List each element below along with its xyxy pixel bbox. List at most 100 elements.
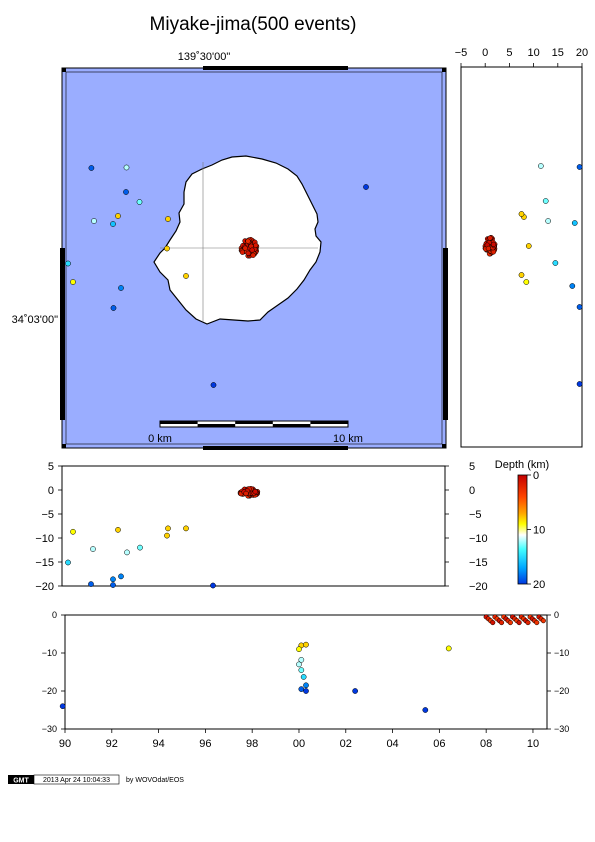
- time-event-point: [445, 645, 452, 652]
- ew-cluster-point: [487, 235, 493, 241]
- map-event-point: [91, 218, 97, 224]
- ns-y-ticks: 5 5 0 0 −5 −5 −10 −10 −15 −15 −20 −20: [35, 461, 487, 593]
- ew-tick-label: 10: [527, 47, 539, 59]
- time-event-point: [303, 688, 309, 694]
- map-event-point: [115, 213, 121, 219]
- ew-tick-label: −5: [455, 47, 468, 59]
- time-tick-label: 06: [433, 738, 445, 750]
- time-ytick-label-left: 0: [52, 610, 57, 620]
- map-points: [65, 164, 369, 388]
- time-tick-label: 02: [340, 738, 352, 750]
- map-event-point: [110, 305, 117, 311]
- time-ticks: 90 92 94 96 98 00 02 04 06 08 100 0−10 −10−20 −20−30−…: [42, 610, 570, 750]
- ew-points: [482, 163, 583, 387]
- time-points: [59, 614, 546, 713]
- map-event-point: [136, 199, 143, 205]
- ew-event-point: [523, 279, 530, 285]
- time-event-point: [298, 667, 305, 673]
- ns-tick-label-left: −10: [35, 533, 54, 545]
- colorbar-ticks: 0 10 20: [527, 470, 545, 591]
- ew-event-point: [525, 243, 532, 249]
- map-event-point: [65, 260, 71, 267]
- ew-tick-label: 0: [482, 47, 488, 59]
- colorbar-tick-label: 20: [533, 579, 545, 591]
- time-ytick-label-right: −10: [554, 648, 569, 658]
- time-ytick-label-right: −30: [554, 724, 569, 734]
- ns-tick-label-right: 0: [469, 485, 475, 497]
- ns-section-panel: 5 5 0 0 −5 −5 −10 −10 −15 −15 −20 −20: [35, 461, 487, 593]
- time-cluster-point: [516, 620, 522, 626]
- ew-event-point: [538, 163, 544, 169]
- map-panel: 0 km 10 km 139˚30'00" 34˚03'00": [12, 51, 448, 450]
- ns-event-point: [70, 528, 76, 535]
- colorbar-ramp: [517, 474, 528, 585]
- time-event-point: [303, 682, 309, 689]
- map-event-point: [183, 273, 189, 279]
- time-event-point: [303, 641, 309, 648]
- map-event-point: [118, 285, 124, 291]
- ew-tick-label: 20: [576, 47, 588, 59]
- colorbar-tick-label: 10: [533, 525, 545, 537]
- time-tick-label: 08: [480, 738, 492, 750]
- longitude-label: 139˚30'00": [178, 51, 231, 63]
- time-cluster-point: [525, 620, 531, 626]
- time-tick-label: 00: [293, 738, 305, 750]
- latitude-label: 34˚03'00": [12, 314, 58, 326]
- ew-event-point: [518, 211, 525, 217]
- map-event-point: [165, 216, 171, 222]
- footer: GMT 2013 Apr 24 10:04:33 by WOVOdat/EOS: [8, 774, 184, 785]
- ew-cluster-point: [490, 241, 497, 248]
- time-cluster-point: [534, 620, 540, 626]
- map-cluster-point: [249, 247, 255, 253]
- time-ytick-label-left: −10: [42, 648, 57, 658]
- time-event-point: [422, 707, 429, 713]
- time-ytick-label-right: 0: [554, 610, 559, 620]
- credit: by WOVOdat/EOS: [126, 777, 184, 784]
- time-event-point: [352, 688, 358, 694]
- map-event-point: [363, 184, 369, 190]
- ns-event-point: [90, 546, 96, 552]
- ew-event-point: [518, 272, 525, 278]
- time-tick-label: 90: [59, 738, 71, 750]
- ns-event-point: [118, 573, 124, 580]
- ew-tick-label: 5: [506, 47, 512, 59]
- gmt-logo: [8, 775, 34, 784]
- time-cluster-point: [499, 620, 505, 626]
- ns-tick-label-left: −15: [35, 557, 54, 569]
- time-event-point: [296, 646, 302, 653]
- gmt-logo-text: GMT: [13, 778, 29, 785]
- time-cluster-point: [540, 618, 546, 624]
- ns-event-point: [124, 549, 130, 556]
- chart-title: Miyake-jima(500 events): [150, 14, 357, 35]
- ew-tick-label: 15: [552, 47, 564, 59]
- ns-cluster-point: [243, 490, 249, 497]
- ew-event-point: [569, 283, 576, 289]
- ns-event-point: [110, 576, 116, 583]
- time-panel: 90 92 94 96 98 00 02 04 06 08 100 0−10 −10−20 −20−30−…: [42, 610, 570, 750]
- ew-event-point: [552, 260, 559, 266]
- time-ytick-label-left: −30: [42, 724, 57, 734]
- time-tick-label: 04: [386, 738, 398, 750]
- time-tick-label: 96: [199, 738, 211, 750]
- ew-event-point: [571, 220, 578, 226]
- ns-points: [65, 486, 261, 589]
- ew-cluster-point: [485, 245, 492, 252]
- ns-tick-label-right: −15: [469, 557, 488, 569]
- map-event-point: [210, 382, 217, 388]
- ns-event-point: [88, 581, 94, 587]
- scale-end-label: 10 km: [333, 433, 363, 445]
- time-cluster-point: [507, 620, 513, 626]
- time-tick-label: 94: [152, 738, 164, 750]
- map-cluster-point: [253, 242, 259, 248]
- colorbar-title: Depth (km): [495, 459, 549, 471]
- ns-event-point: [183, 525, 189, 532]
- time-event-point: [59, 703, 66, 710]
- ns-event-point: [210, 582, 216, 589]
- map-event-point: [70, 279, 76, 285]
- map-cluster-point: [250, 252, 256, 258]
- ns-cluster-point: [252, 489, 258, 495]
- time-event-point: [296, 661, 302, 668]
- time-event-point: [298, 656, 305, 663]
- time-ytick-label-left: −20: [42, 686, 57, 696]
